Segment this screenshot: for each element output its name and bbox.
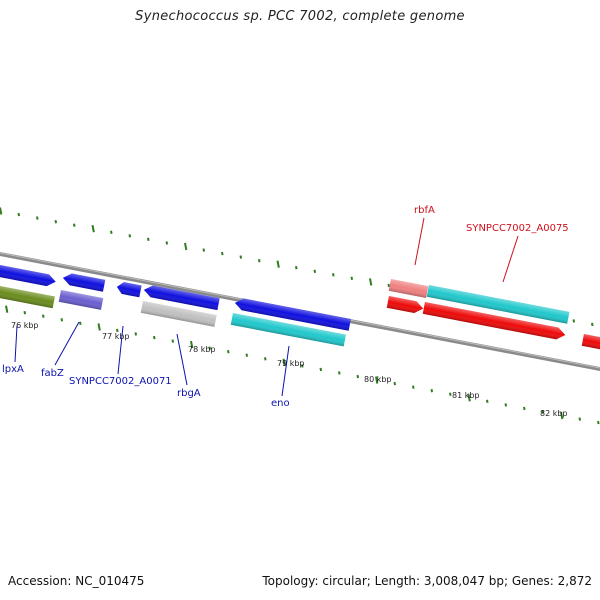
- inner-tick: [116, 328, 119, 333]
- inner-tick: [504, 403, 508, 407]
- gene-rbgA-arrow: [143, 285, 220, 311]
- inner-tick: [356, 374, 360, 379]
- scale-label: 82 kbp: [540, 409, 568, 418]
- inner-tick: [523, 406, 526, 411]
- outer-tick: [184, 242, 188, 251]
- outer-tick: [276, 260, 280, 268]
- accession-label: Accession: NC_010475: [8, 574, 145, 588]
- outer-tick: [239, 255, 243, 259]
- callout-line: [117, 325, 124, 375]
- outer-tick: [73, 223, 76, 227]
- inner-tick: [449, 392, 452, 396]
- scale-label: 78 kbp: [188, 345, 216, 354]
- inner-tick: [282, 358, 286, 367]
- gene-fabZ-arrow: [62, 273, 106, 292]
- gene-lpxA-track-bar: [0, 285, 55, 309]
- outer-tick: [91, 225, 95, 233]
- scale-label: 81 kbp: [452, 391, 480, 400]
- scale-label: 79 kbp: [277, 359, 305, 368]
- inner-tick: [153, 335, 156, 340]
- gene-eno-arrow: [234, 298, 351, 331]
- callout-line: [502, 235, 519, 283]
- outer-tick: [591, 322, 594, 327]
- outer-tick: [369, 278, 373, 286]
- outer-tick: [221, 251, 224, 256]
- gene-A0071-arrow: [116, 282, 142, 298]
- outer-tick: [0, 207, 3, 215]
- scale-label: 80 kbp: [364, 375, 392, 384]
- outer-tick: [572, 319, 576, 323]
- inner-tick: [319, 367, 323, 372]
- inner-tick: [430, 389, 434, 393]
- inner-tick: [79, 321, 82, 326]
- callout-line: [14, 325, 18, 363]
- inner-tick: [97, 323, 101, 331]
- inner-tick: [60, 318, 64, 322]
- tick-marks: [0, 207, 600, 425]
- gene-label: rbgA: [177, 388, 201, 399]
- inner-tick: [541, 410, 545, 414]
- callout-line: [414, 217, 425, 266]
- outer-tick: [17, 212, 21, 217]
- outer-tick: [128, 234, 132, 238]
- inner-tick: [412, 385, 415, 389]
- gene-label: rbfA: [414, 205, 435, 216]
- callout-line: [281, 345, 290, 397]
- inner-tick: [134, 332, 138, 336]
- labels: 76 kbp 77 kbp 78 kbp 79 kbp 80 kbp 81 kbp 82 k…: [2, 205, 569, 418]
- gene-rbfA-arrow: [386, 296, 424, 314]
- gene-eno-track-bar: [230, 313, 346, 347]
- gene-A0075-bar: [426, 285, 570, 324]
- inner-tick: [597, 420, 600, 425]
- outer-tick: [258, 258, 261, 263]
- outer-tick: [165, 241, 169, 245]
- outer-tick: [36, 216, 39, 220]
- inner-tick: [245, 353, 249, 357]
- gene-label: lpxA: [2, 364, 24, 375]
- inner-tick: [393, 381, 397, 386]
- outer-tick: [54, 219, 58, 224]
- gene-rbfA-bar: [388, 279, 429, 298]
- inner-tick: [190, 340, 194, 349]
- inner-tick: [578, 417, 582, 421]
- outer-tick: [110, 230, 113, 234]
- gene-A0075-arrow: [422, 302, 566, 340]
- outer-tick: [387, 283, 391, 288]
- scale-label: 76 kbp: [11, 321, 39, 330]
- inner-tick: [227, 350, 230, 354]
- genome-summary: Topology: circular; Length: 3,008,047 bp…: [262, 574, 592, 588]
- callout-line: [54, 321, 80, 366]
- gene-rbgA-track-bar: [140, 301, 217, 327]
- outer-tick: [202, 248, 206, 252]
- inner-tick: [42, 314, 45, 318]
- gene-label: eno: [271, 398, 290, 409]
- scale-label: 77 kbp: [102, 332, 130, 341]
- inner-tick: [486, 399, 489, 404]
- inner-tick: [5, 305, 9, 313]
- gene-label: fabZ: [41, 368, 64, 379]
- inner-tick: [375, 376, 379, 384]
- gene-fabZ-track-bar: [58, 290, 104, 310]
- gene-label: SYNPCC7002_A0075: [466, 223, 569, 234]
- gene-label: SYNPCC7002_A0071: [69, 376, 172, 387]
- inner-tick: [301, 364, 304, 368]
- inner-tick: [208, 346, 212, 350]
- callout-line: [176, 333, 188, 386]
- inner-tick: [467, 394, 471, 402]
- inner-tick: [264, 357, 267, 361]
- gene-features: [0, 264, 600, 352]
- outer-tick: [295, 266, 298, 270]
- outer-tick: [332, 273, 335, 277]
- outer-tick: [350, 276, 354, 281]
- inner-tick: [338, 371, 341, 375]
- inner-tick: [23, 311, 27, 315]
- inner-tick: [171, 339, 175, 343]
- gene-lpxA-arrow: [0, 264, 56, 287]
- map-title: Synechococcus sp. PCC 7002, complete gen…: [135, 9, 465, 24]
- outer-tick: [313, 269, 317, 273]
- inner-tick: [560, 411, 564, 420]
- outer-tick: [147, 237, 150, 242]
- gene-next-arrow: [581, 334, 600, 352]
